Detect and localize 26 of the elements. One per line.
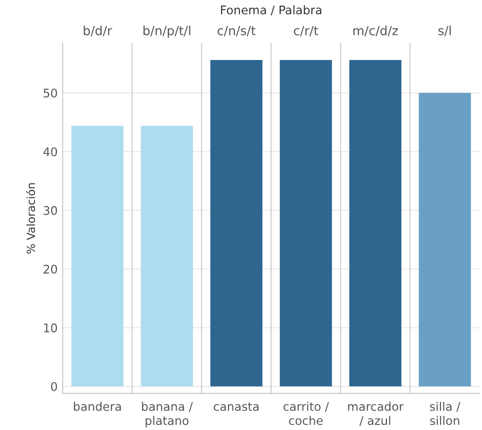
y-tick-label: 20 <box>44 264 58 274</box>
y-tick-label: 50 <box>44 88 58 98</box>
x-tick-label: marcador / azul <box>348 402 404 426</box>
bar <box>418 92 471 386</box>
y-tick-label: 10 <box>44 323 58 332</box>
x-tick-label: banana / platano <box>142 402 193 428</box>
y-tick-label: 40 <box>43 147 58 156</box>
text: s/l <box>438 26 451 36</box>
y-axis-title: % Valoración <box>26 183 36 254</box>
x-tick-label: canasta <box>214 402 259 411</box>
x-axis-title: Fonema / Palabra <box>221 5 322 16</box>
y-tick-label: 0 <box>51 382 58 392</box>
bar <box>210 60 262 386</box>
bar <box>71 126 124 386</box>
x-tick-label: bandera <box>74 402 121 411</box>
text: b/n/p/t/l <box>144 26 190 38</box>
bar <box>280 60 332 386</box>
text: b/d/r <box>84 26 112 36</box>
y-tick-label: 30 <box>44 206 58 215</box>
text: c/n/s/t <box>218 26 256 36</box>
bar <box>349 60 402 386</box>
x-tick-label: carrito / coche <box>283 402 329 426</box>
text: c/r/t <box>294 26 318 36</box>
text: m/c/d/z <box>353 26 398 36</box>
x-tick-label: silla / sillon <box>430 402 460 426</box>
bar <box>140 126 193 386</box>
